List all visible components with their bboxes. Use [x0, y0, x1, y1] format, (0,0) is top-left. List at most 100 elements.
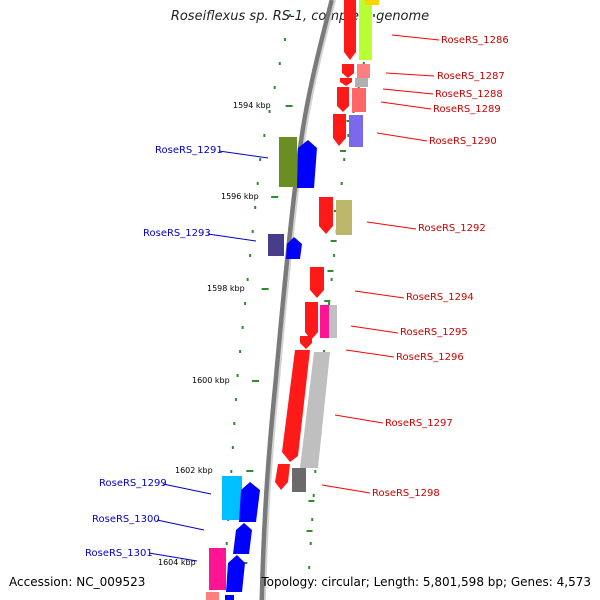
label-RoseRS_1296[interactable]: RoseRS_1296 — [396, 352, 464, 363]
label-RoseRS_1300[interactable]: RoseRS_1300 — [92, 514, 160, 525]
gene-RoseRS_1288-product[interactable] — [355, 78, 368, 87]
guide-dot — [362, 62, 365, 65]
scale-tick-major — [261, 288, 269, 290]
gene-RoseRS_1293-product[interactable] — [268, 234, 284, 256]
label-RoseRS_1293[interactable]: RoseRS_1293 — [143, 228, 211, 239]
gene-RoseRS_1295-product[interactable] — [320, 305, 329, 338]
gene-RoseRS_1299-product[interactable] — [222, 476, 242, 520]
guide-dot — [289, 14, 291, 17]
callout-RoseRS_1297 — [334, 414, 384, 424]
scale-tick-minor — [340, 150, 346, 152]
label-RoseRS_1295[interactable]: RoseRS_1295 — [400, 327, 468, 338]
label-RoseRS_1297[interactable]: RoseRS_1297 — [385, 418, 453, 429]
callout-RoseRS_1294 — [354, 290, 405, 299]
gene-RoseRS_1290-product[interactable] — [349, 115, 363, 147]
scale-tick-major — [246, 470, 254, 472]
label-RoseRS_1286[interactable]: RoseRS_1286 — [441, 35, 509, 46]
gene-RoseRS_1287[interactable] — [342, 64, 354, 78]
guide-dot — [256, 182, 259, 185]
gene-RoseRS_1287-product[interactable] — [357, 64, 370, 78]
gene-RoseRS_1290[interactable] — [333, 114, 346, 146]
guide-dot — [251, 230, 254, 233]
label-RoseRS_1299[interactable]: RoseRS_1299 — [99, 478, 167, 489]
callout-RoseRS_1289 — [380, 101, 432, 110]
guide-dot — [333, 254, 336, 257]
guide-dot — [308, 566, 311, 569]
scale-label-1598: 1598 kbp — [207, 284, 245, 293]
label-RoseRS_1298[interactable]: RoseRS_1298 — [372, 488, 440, 499]
label-RoseRS_1294[interactable]: RoseRS_1294 — [406, 292, 474, 303]
gene-RoseRS_1301-product[interactable] — [209, 548, 226, 590]
guide-dot — [244, 302, 247, 305]
gene-RoseRS_1292-product[interactable] — [336, 200, 352, 235]
gene-bottom-reverse[interactable] — [206, 592, 219, 600]
callout-RoseRS_1300 — [156, 519, 205, 531]
gene-RoseRS_1301[interactable] — [226, 555, 245, 592]
gene-RoseRS_1300[interactable] — [233, 523, 252, 554]
guide-dot — [330, 278, 333, 281]
guide-dot — [234, 398, 237, 401]
gene-RoseRS_1295[interactable] — [305, 302, 318, 340]
gene-RoseRS_1289-product[interactable] — [352, 88, 366, 112]
gene-RoseRS_1299[interactable] — [239, 482, 260, 522]
callout-RoseRS_1287 — [385, 72, 435, 77]
label-RoseRS_1289[interactable]: RoseRS_1289 — [433, 104, 501, 115]
gene-RoseRS_1292[interactable] — [319, 197, 333, 234]
scale-label-1602: 1602 kbp — [175, 466, 213, 475]
gene-RoseRS_1288[interactable] — [340, 78, 352, 86]
gene-RoseRS_1296[interactable] — [300, 336, 312, 349]
gene-RoseRS_1298[interactable] — [275, 464, 290, 490]
label-RoseRS_1292[interactable]: RoseRS_1292 — [418, 223, 486, 234]
gene-RoseRS_1294[interactable] — [310, 267, 324, 298]
guide-dot — [343, 158, 346, 161]
callout-RoseRS_1286 — [391, 34, 440, 41]
callout-RoseRS_1291 — [218, 150, 269, 159]
guide-dot — [278, 62, 281, 65]
callout-RoseRS_1296 — [345, 349, 395, 358]
guide-dot — [249, 254, 252, 257]
guide-dot — [233, 422, 236, 425]
label-RoseRS_1291[interactable]: RoseRS_1291 — [155, 145, 223, 156]
callout-RoseRS_1298 — [321, 484, 371, 494]
scale-tick-minor — [308, 500, 315, 502]
reverse-strand-genes — [206, 0, 379, 600]
gene-RoseRS_1286-product[interactable] — [359, 0, 372, 60]
scale-label-1596: 1596 kbp — [221, 192, 259, 201]
scale-tick-major — [252, 380, 259, 382]
scale-tick-minor — [327, 270, 334, 272]
gene-RoseRS_1297[interactable] — [282, 350, 310, 462]
scale-label-1604: 1604 kbp — [158, 558, 196, 567]
label-RoseRS_1301[interactable]: RoseRS_1301 — [85, 548, 153, 559]
gene-RoseRS_1286[interactable] — [344, 0, 356, 60]
gene-RoseRS_1298-product[interactable] — [292, 468, 306, 492]
scale-tick-minor — [330, 240, 337, 242]
label-RoseRS_1287[interactable]: RoseRS_1287 — [437, 71, 505, 82]
guide-dot — [311, 518, 314, 521]
guide-dot — [357, 86, 360, 89]
gene-RoseRS_1291-product[interactable] — [279, 137, 297, 187]
callout-RoseRS_1299 — [162, 483, 212, 495]
gene-RoseRS_1291[interactable] — [297, 140, 317, 188]
label-RoseRS_1290[interactable]: RoseRS_1290 — [429, 136, 497, 147]
scale-label-1600: 1600 kbp — [192, 376, 230, 385]
accession-label: Accession: NC_009523 — [9, 575, 146, 589]
gene-RoseRS_1289[interactable] — [337, 87, 349, 112]
gene-RoseRS_1293[interactable] — [286, 237, 302, 259]
genome-backbone-highlight — [264, 0, 336, 600]
callout-RoseRS_1290 — [376, 132, 428, 142]
guide-dot — [239, 350, 242, 353]
guide-dot — [231, 446, 234, 449]
label-RoseRS_1288[interactable]: RoseRS_1288 — [435, 89, 503, 100]
guide-dot — [263, 134, 266, 137]
callout-RoseRS_1292 — [366, 221, 417, 230]
guide-dot — [283, 38, 286, 41]
guide-dot — [328, 302, 331, 305]
scale-label-1594: 1594 kbp — [233, 101, 271, 110]
gene-RoseRS_1286-product-top[interactable] — [365, 0, 379, 5]
guide-dot — [268, 110, 271, 113]
gene-RoseRS_1297-product[interactable] — [300, 352, 330, 468]
gene-RoseRS_1295-product-b[interactable] — [329, 305, 337, 338]
gene-bottom-forward[interactable] — [225, 595, 234, 600]
